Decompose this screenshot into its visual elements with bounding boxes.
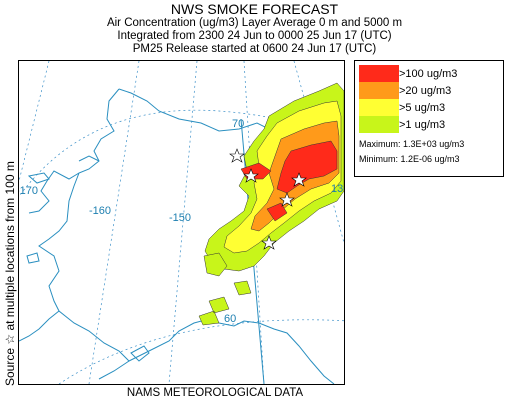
source-star-icon <box>261 235 277 250</box>
smoke-plume <box>198 82 344 326</box>
longitude-line-160 <box>88 61 140 384</box>
legend-label-5: >5 ug/m3 <box>399 101 446 114</box>
source-side-label: Source ☆ at multiple locations from 100 … <box>0 60 20 386</box>
coastline <box>19 88 335 384</box>
graticule-label-lat70: 70 <box>232 118 244 130</box>
plume-1-ug-southern-patches <box>198 252 252 326</box>
legend-maximum: Maximum: 1.3E+03 ug/m3 <box>359 139 465 149</box>
graticule-label-lon150: -150 <box>169 212 191 224</box>
legend-item-20: >20 ug/m3 <box>359 82 451 99</box>
plot-subtitle-integration: Integrated from 2300 24 Jun to 0000 25 J… <box>117 30 392 42</box>
source-star-icon <box>243 168 259 183</box>
graticule-label-lon130: 130 <box>331 183 344 195</box>
latitude-line-60 <box>58 319 344 384</box>
legend-item-5: >5 ug/m3 <box>359 99 445 116</box>
legend-label-100: >100 ug/m3 <box>399 67 458 80</box>
longitude-line-150 <box>168 61 198 384</box>
source-side-label-svg: Source ☆ at multiple locations from 100 … <box>3 161 17 386</box>
legend-label-20: >20 ug/m3 <box>399 84 452 97</box>
nunivak-island <box>26 252 40 264</box>
legend-swatch-green <box>359 116 399 133</box>
source-star-icon <box>291 172 307 187</box>
plot-subtitle-release: PM25 Release started at 0600 24 Jun 17 (… <box>132 43 377 55</box>
legend-item-1: >1 ug/m3 <box>359 116 445 133</box>
concentration-legend: >100 ug/m3 >20 ug/m3 >5 ug/m3 >1 ug/m3 M… <box>354 60 504 177</box>
legend-swatch-yellow <box>359 99 399 116</box>
source-star-icon <box>279 192 295 207</box>
meteorological-data-footer: NAMS METEOROLOGICAL DATA <box>126 387 304 399</box>
source-side-label-text: Source ☆ at multiple locations from 100 … <box>3 161 17 386</box>
kodiak-island <box>130 345 150 362</box>
legend-label-1: >1 ug/m3 <box>399 118 446 131</box>
source-star-icon <box>229 148 245 163</box>
plot-subtitle-concentration: Air Concentration (ug/m3) Layer Average … <box>106 17 403 29</box>
graticule-label-lat60: 60 <box>224 313 236 325</box>
legend-swatch-red <box>359 65 399 82</box>
graticule-label-lon160: -160 <box>89 205 111 217</box>
source-markers <box>229 148 307 250</box>
legend-item-100: >100 ug/m3 <box>359 65 457 82</box>
plot-title: NWS SMOKE FORECAST <box>170 1 339 17</box>
longitude-line-170 <box>19 61 50 183</box>
legend-minimum: Minimum: 1.2E-06 ug/m3 <box>359 154 460 164</box>
st-lawrence-island <box>27 172 50 184</box>
map-panel: 70 60 -170 -160 -150 130 <box>18 60 345 385</box>
graticule-label-lon170: -170 <box>19 185 38 197</box>
alaska-map: 70 60 -170 -160 -150 130 <box>19 61 344 384</box>
alaska-coastline <box>19 88 335 384</box>
legend-swatch-orange <box>359 82 399 99</box>
plume-100-ug-region <box>276 140 338 194</box>
plume-100-ug-patch-south <box>266 202 288 222</box>
plot-title-block: NWS SMOKE FORECAST Air Concentration (ug… <box>0 0 509 56</box>
